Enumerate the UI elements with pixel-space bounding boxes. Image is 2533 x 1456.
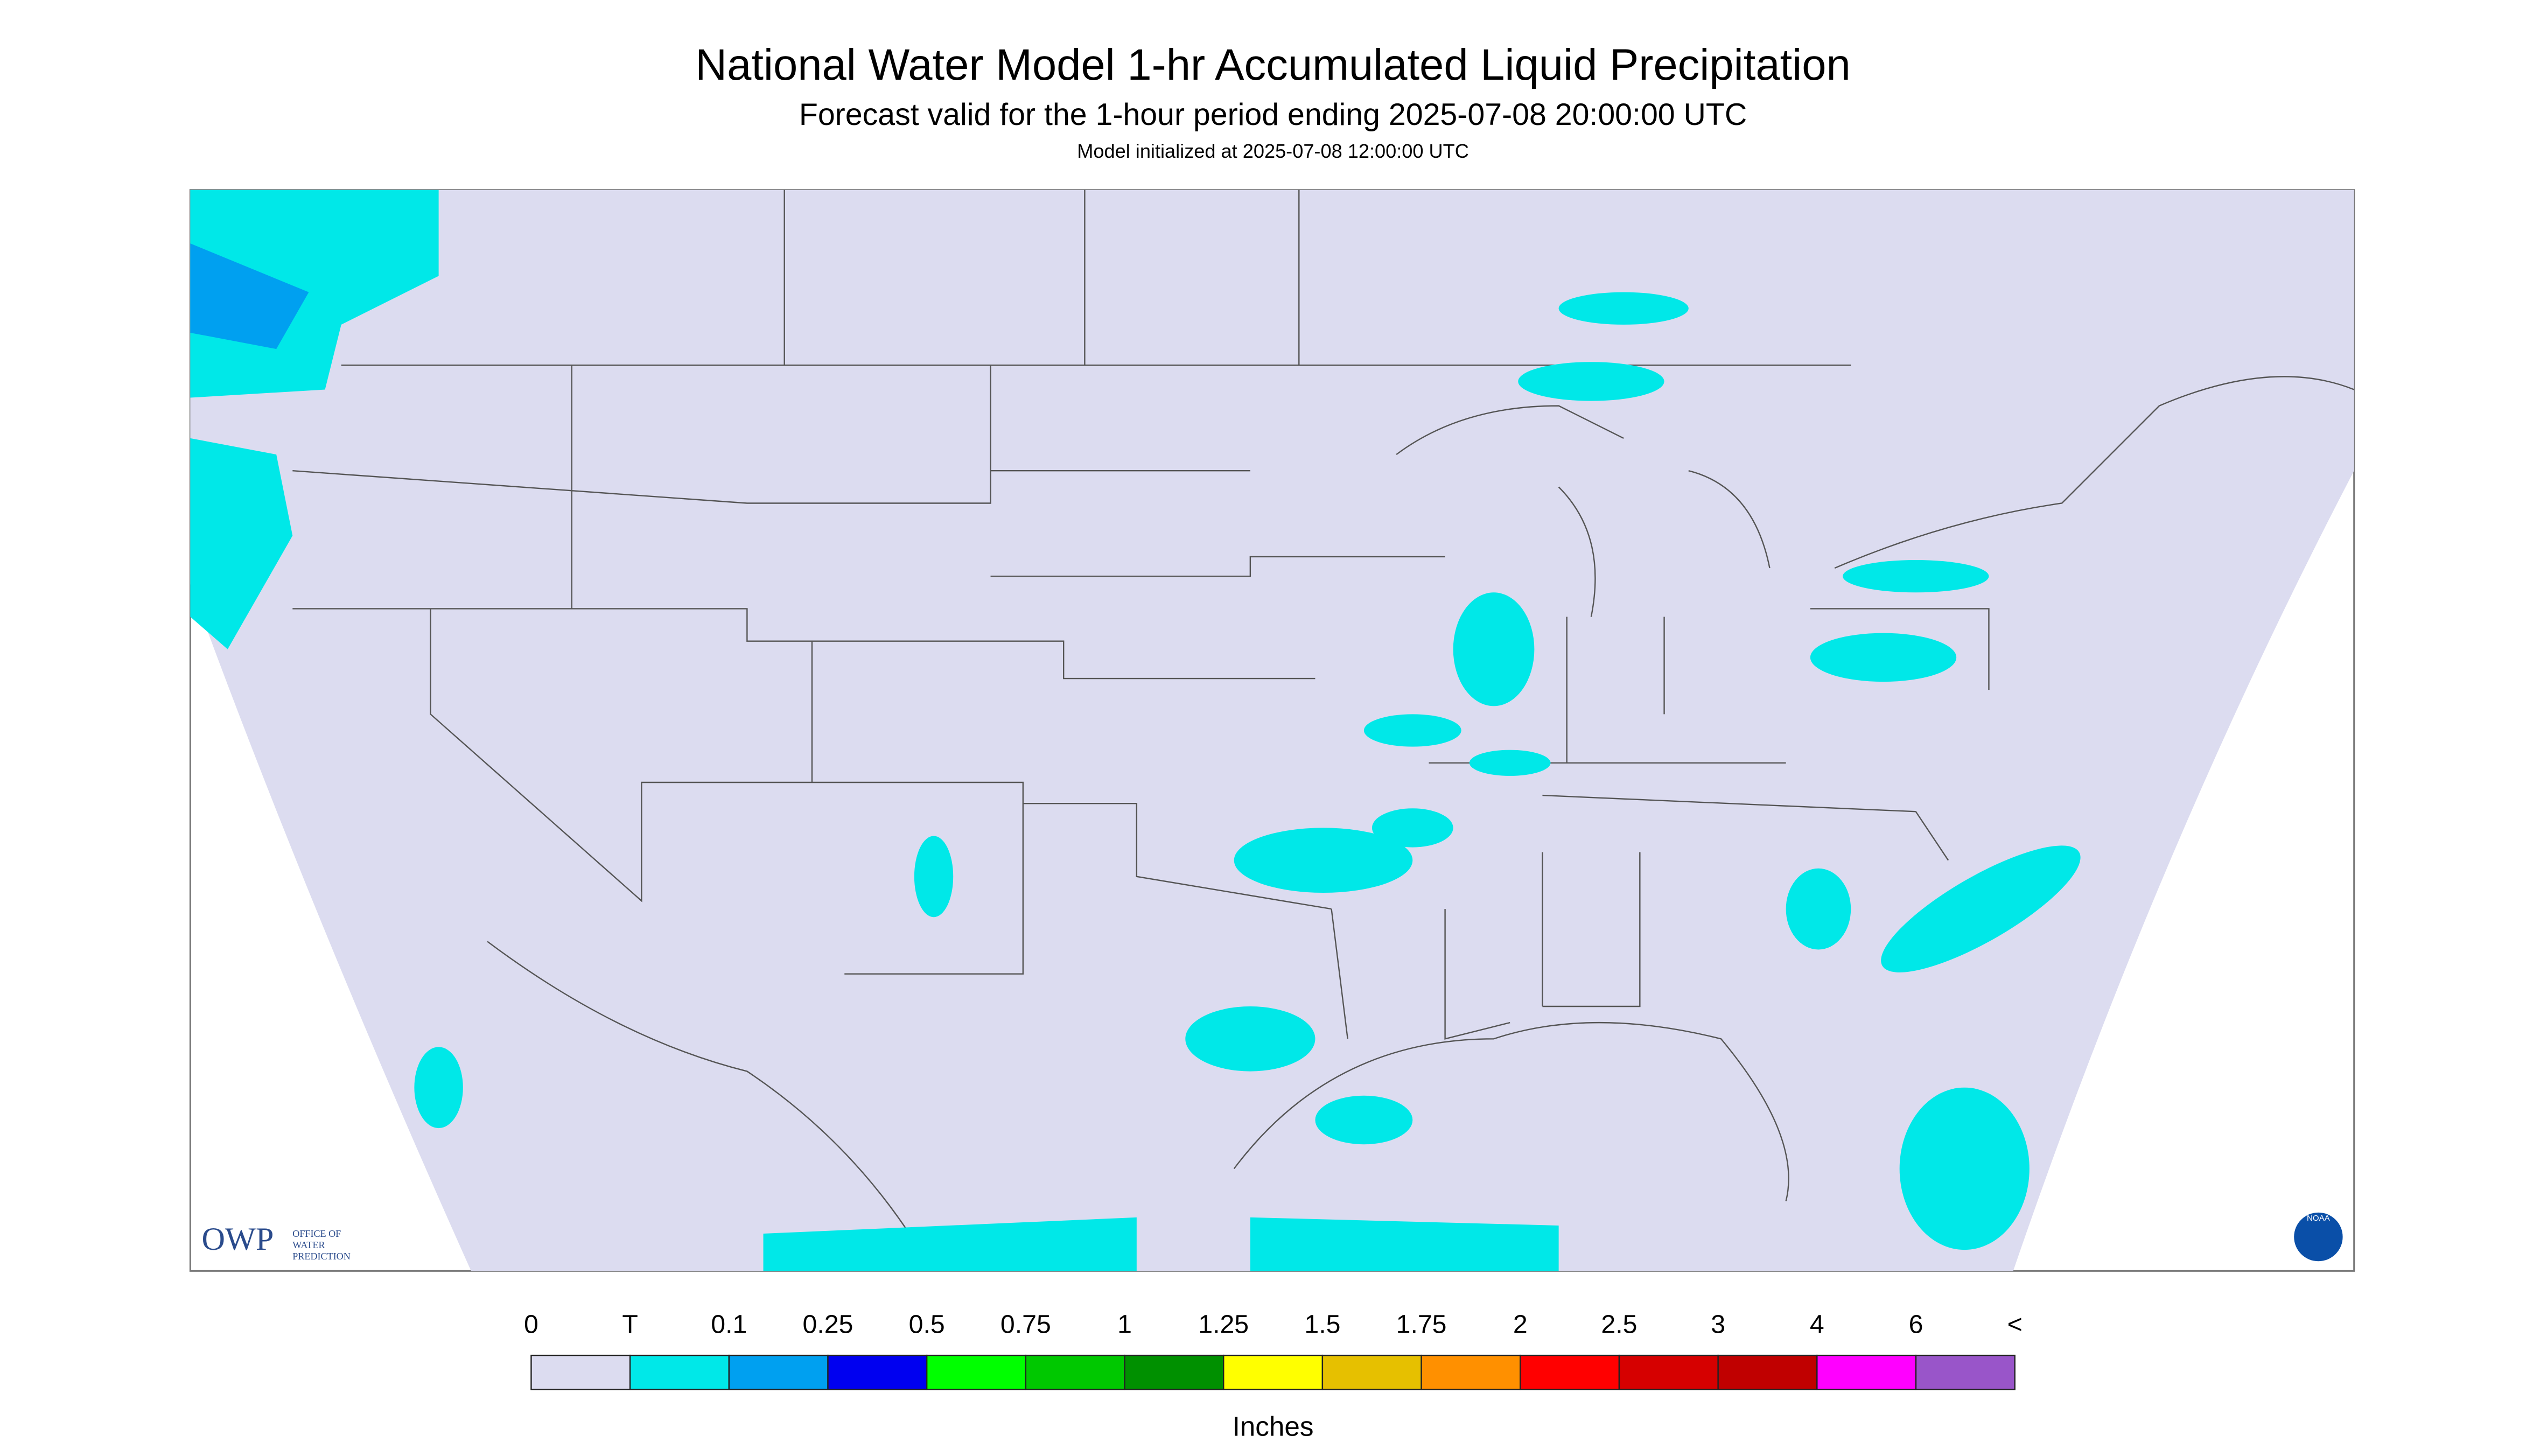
- legend-tick-label: 1: [1117, 1310, 1132, 1339]
- legend-swatch: [629, 1354, 730, 1390]
- map-area: OWP OFFICE OF WATER PREDICTION NOAA: [189, 189, 2355, 1272]
- rain-area: [763, 1217, 1137, 1271]
- rain-cell: [1372, 808, 1453, 848]
- boundaries: [292, 190, 2355, 1243]
- legend-swatch: [1816, 1354, 1917, 1390]
- legend-tick-label: 3: [1711, 1310, 1725, 1339]
- legend-swatch: [1717, 1354, 1818, 1390]
- rain-cell: [1843, 560, 1989, 593]
- legend-tick-label: 0.75: [1000, 1310, 1051, 1339]
- owp-text: PREDICTION: [292, 1251, 350, 1262]
- rain-area: [190, 438, 293, 649]
- legend-tick-label: 2: [1513, 1310, 1528, 1339]
- rain-area: [190, 190, 439, 398]
- rain-cell: [1786, 868, 1851, 950]
- legend-swatch: [1124, 1354, 1224, 1390]
- owp-text: OFFICE OF: [292, 1228, 341, 1239]
- legend-tick-label: 1.5: [1304, 1310, 1340, 1339]
- legend: 0 T 0.1 0.25 0.5 0.75 1 1.25 1.5 1.75 2 2.5 3 4 6 <: [524, 1310, 2023, 1390]
- legend-tick-label: 0.1: [711, 1310, 747, 1339]
- legend-swatch: [728, 1354, 829, 1390]
- legend-tick-label: 4: [1810, 1310, 1824, 1339]
- legend-swatch: [530, 1354, 631, 1390]
- legend-swatch: [1223, 1354, 1324, 1390]
- legend-swatch: [1025, 1354, 1125, 1390]
- rain-cell: [1810, 633, 1957, 682]
- rain-cell: [914, 836, 954, 918]
- noaa-text: NOAA: [2307, 1214, 2331, 1223]
- legend-unit: Inches: [1233, 1411, 1314, 1441]
- legend-tick-label: 0: [524, 1310, 538, 1339]
- legend-tick-label: 0.5: [909, 1310, 945, 1339]
- legend-tick-label: 2.5: [1601, 1310, 1637, 1339]
- legend-tick-label: 1.25: [1198, 1310, 1249, 1339]
- legend-tick-label: 1.75: [1396, 1310, 1447, 1339]
- noaa-logo: [2294, 1212, 2343, 1262]
- legend-swatch: [1421, 1354, 1521, 1390]
- precip-areas: [190, 190, 2081, 1271]
- owp-text: WATER: [292, 1240, 325, 1250]
- legend-swatch: [1321, 1354, 1422, 1390]
- rain-cell: [1881, 845, 2081, 972]
- domain-area: [190, 190, 2354, 1271]
- legend-tick-label: 0.25: [803, 1310, 853, 1339]
- rain-cell: [1518, 362, 1664, 401]
- legend-swatch: [827, 1354, 928, 1390]
- legend-swatch: [926, 1354, 1027, 1390]
- rain-cell: [1234, 828, 1413, 893]
- rain-area: [1250, 1217, 1559, 1271]
- rain-cell: [1899, 1087, 2030, 1250]
- rain-cell: [1469, 750, 1551, 776]
- rain-cell: [1453, 592, 1535, 706]
- legend-tick-label: 6: [1909, 1310, 1923, 1339]
- legend-tick-label: <: [2007, 1310, 2023, 1339]
- owp-logo: OWP: [201, 1221, 274, 1257]
- rain-area: [190, 243, 309, 349]
- title: National Water Model 1-hr Accumulated Li…: [695, 40, 1850, 89]
- rain-cell: [1185, 1006, 1316, 1072]
- rain-cell: [1558, 292, 1689, 325]
- init-time: Model initialized at 2025-07-08 12:00:00…: [1077, 140, 1469, 162]
- legend-swatch: [1915, 1354, 2016, 1390]
- rain-cell: [1363, 714, 1461, 747]
- rain-cell: [414, 1047, 463, 1129]
- subtitle: Forecast valid for the 1-hour period end…: [799, 97, 1747, 132]
- legend-swatch: [1520, 1354, 1620, 1390]
- legend-tick-label: T: [622, 1310, 638, 1339]
- legend-swatch: [1618, 1354, 1719, 1390]
- rain-cell: [1315, 1095, 1413, 1145]
